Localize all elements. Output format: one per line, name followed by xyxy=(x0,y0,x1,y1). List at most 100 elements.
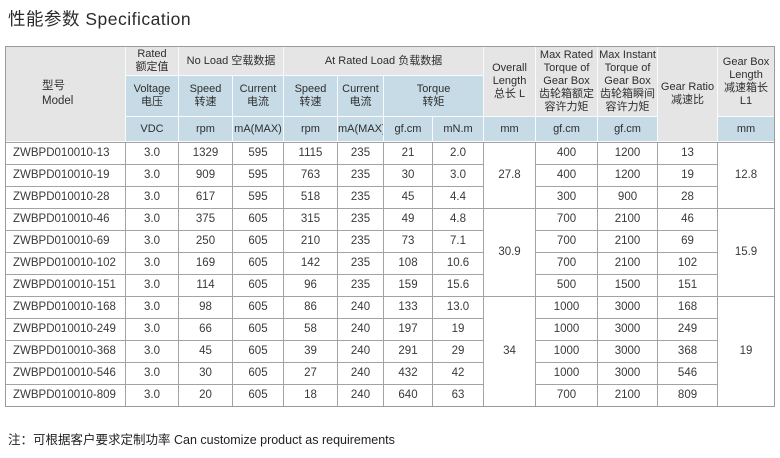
cell-max-instant-torque: 2100 xyxy=(598,253,659,275)
cell-torque-gfcm: 21 xyxy=(384,142,433,165)
cell-no-load-speed: 66 xyxy=(179,319,233,341)
cell-gear-ratio: 19 xyxy=(658,165,719,187)
cell-rated-speed: 142 xyxy=(284,253,338,275)
unit-voltage: VDC xyxy=(126,117,179,142)
spec-row: ZWBPD010010-151 3.0 114 605 96 235 159 15.6 500 1… xyxy=(6,275,774,297)
cell-torque-gfcm: 432 xyxy=(384,363,433,385)
cell-gear-ratio: 249 xyxy=(658,319,719,341)
cell-no-load-current: 595 xyxy=(233,165,284,187)
cell-torque-gfcm: 45 xyxy=(384,187,433,209)
cell-no-load-speed: 114 xyxy=(179,275,233,297)
cell-voltage: 3.0 xyxy=(126,209,179,231)
cell-no-load-speed: 909 xyxy=(179,165,233,187)
cell-torque-gfcm: 49 xyxy=(384,209,433,231)
spec-row: ZWBPD010010-13 3.0 1329 595 1115 235 21 2.0 27.8… xyxy=(6,142,775,209)
cell-rated-speed: 58 xyxy=(284,319,338,341)
cell-max-instant-torque: 3000 xyxy=(598,297,659,319)
cell-voltage: 3.0 xyxy=(126,363,179,385)
spec-row: ZWBPD010010-809 3.0 20 605 18 240 640 63 700 2100… xyxy=(6,385,774,406)
cell-gear-ratio: 151 xyxy=(658,275,719,297)
col-header-model: 型号 Model xyxy=(6,47,126,142)
cell-rated-current: 240 xyxy=(338,341,384,363)
col-header-no-load: No Load 空载数据 xyxy=(179,47,284,76)
cell-torque-gfcm: 640 xyxy=(384,385,433,406)
cell-model: ZWBPD010010-28 xyxy=(6,187,126,209)
cell-overall-length: 27.8 xyxy=(484,142,537,209)
spec-row: ZWBPD010010-168 3.0 98 605 86 240 133 13.0 34 100… xyxy=(6,297,775,406)
footnote: 注：可根据客户要求定制功率 Can customize product as r… xyxy=(8,433,395,447)
cell-rated-speed: 96 xyxy=(284,275,338,297)
spec-table: 型号 Model Rated 额定值 No Load 空载数据 At Rated… xyxy=(6,47,775,406)
cell-torque-mnm: 15.6 xyxy=(433,275,485,297)
header-row-2: Voltage 电压 Speed 转速 Current 电流 Speed 转速 … xyxy=(6,76,774,117)
unit-rated-current: mA(MAX) xyxy=(338,117,384,142)
unit-torque-gfcm: gf.cm xyxy=(384,117,433,142)
cell-gear-ratio: 546 xyxy=(658,363,719,385)
unit-overall-length: mm xyxy=(484,117,537,142)
cell-max-instant-torque: 2100 xyxy=(598,231,659,253)
cell-rated-speed: 18 xyxy=(284,385,338,406)
specification-table: 型号 Model Rated 额定值 No Load 空载数据 At Rated… xyxy=(5,46,775,407)
spec-row: ZWBPD010010-102 3.0 169 605 142 235 108 10.6 700… xyxy=(6,253,774,275)
cell-gear-box-length: 19 xyxy=(718,297,775,406)
cell-max-instant-torque: 1200 xyxy=(598,165,659,187)
cell-rated-speed: 763 xyxy=(284,165,338,187)
cell-torque-mnm: 19 xyxy=(433,319,485,341)
cell-no-load-speed: 617 xyxy=(179,187,233,209)
cell-no-load-speed: 375 xyxy=(179,209,233,231)
cell-model: ZWBPD010010-151 xyxy=(6,275,126,297)
cell-gear-ratio: 102 xyxy=(658,253,719,275)
cell-model: ZWBPD010010-102 xyxy=(6,253,126,275)
cell-gear-ratio: 809 xyxy=(658,385,719,406)
col-header-no-load-current: Current 电流 xyxy=(233,76,284,117)
col-header-max-instant-torque: Max Instant Torque of Gear Box 齿轮箱瞬间 容许力… xyxy=(598,47,659,117)
cell-model: ZWBPD010010-13 xyxy=(6,142,126,165)
cell-voltage: 3.0 xyxy=(126,385,179,406)
cell-model: ZWBPD010010-368 xyxy=(6,341,126,363)
cell-rated-current: 240 xyxy=(338,363,384,385)
cell-torque-gfcm: 133 xyxy=(384,297,433,319)
cell-model: ZWBPD010010-809 xyxy=(6,385,126,406)
cell-max-instant-torque: 2100 xyxy=(598,385,659,406)
col-header-rated-speed: Speed 转速 xyxy=(284,76,338,117)
cell-torque-gfcm: 30 xyxy=(384,165,433,187)
cell-max-instant-torque: 1500 xyxy=(598,275,659,297)
cell-rated-current: 240 xyxy=(338,319,384,341)
cell-no-load-current: 605 xyxy=(233,319,284,341)
cell-model: ZWBPD010010-19 xyxy=(6,165,126,187)
cell-voltage: 3.0 xyxy=(126,341,179,363)
cell-no-load-current: 605 xyxy=(233,385,284,406)
cell-rated-current: 235 xyxy=(338,142,384,165)
cell-torque-mnm: 3.0 xyxy=(433,165,485,187)
col-header-gear-box-length: Gear Box Length 减速箱长 L1 xyxy=(718,47,775,117)
cell-max-instant-torque: 900 xyxy=(598,187,659,209)
cell-torque-gfcm: 108 xyxy=(384,253,433,275)
unit-torque-mnm: mN.m xyxy=(433,117,485,142)
cell-no-load-current: 605 xyxy=(233,275,284,297)
cell-rated-current: 235 xyxy=(338,165,384,187)
cell-no-load-speed: 1329 xyxy=(179,142,233,165)
cell-torque-mnm: 4.8 xyxy=(433,209,485,231)
header-row-1: 型号 Model Rated 额定值 No Load 空载数据 At Rated… xyxy=(6,47,775,142)
cell-model: ZWBPD010010-168 xyxy=(6,297,126,319)
cell-model: ZWBPD010010-69 xyxy=(6,231,126,253)
cell-torque-mnm: 13.0 xyxy=(433,297,485,319)
cell-no-load-current: 605 xyxy=(233,253,284,275)
cell-no-load-current: 605 xyxy=(233,363,284,385)
cell-rated-current: 235 xyxy=(338,187,384,209)
cell-max-rated-torque: 400 xyxy=(536,165,599,187)
cell-max-instant-torque: 3000 xyxy=(598,341,659,363)
unit-rated-speed: rpm xyxy=(284,117,338,142)
col-header-torque: Torque 转矩 xyxy=(384,76,485,117)
cell-gear-ratio: 69 xyxy=(658,231,719,253)
cell-max-rated-torque: 700 xyxy=(536,209,599,231)
cell-no-load-speed: 250 xyxy=(179,231,233,253)
cell-gear-ratio: 168 xyxy=(658,297,719,319)
cell-overall-length: 30.9 xyxy=(484,209,537,297)
cell-max-rated-torque: 700 xyxy=(536,253,599,275)
cell-voltage: 3.0 xyxy=(126,231,179,253)
cell-max-rated-torque: 1000 xyxy=(536,297,599,319)
cell-no-load-speed: 30 xyxy=(179,363,233,385)
cell-rated-current: 240 xyxy=(338,297,384,319)
cell-no-load-current: 605 xyxy=(233,341,284,363)
